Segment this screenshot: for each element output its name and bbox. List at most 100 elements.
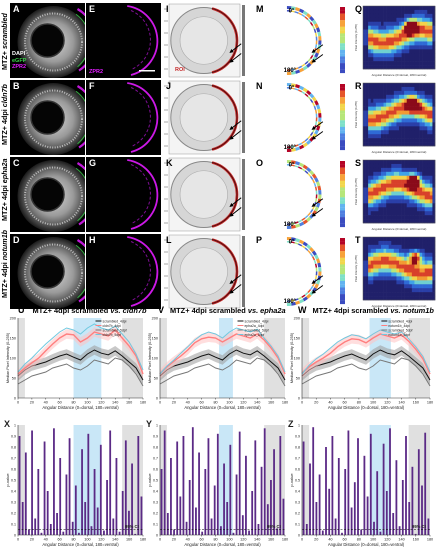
x-tick-label: 160 (126, 401, 132, 405)
p-value-bar (344, 469, 347, 535)
legend-label: scrambled_4dpi (103, 319, 127, 323)
p-value-bar (334, 518, 337, 535)
panel-letter-t: T (355, 235, 361, 245)
y-tick-label: 0.6 (11, 467, 16, 471)
p-value-bar (78, 532, 80, 535)
series-ci-band (160, 345, 285, 385)
legend-dapi: DAPI (12, 51, 26, 57)
legend-label: cldn7b_5dpf (103, 333, 122, 337)
x-tick-label: 80 (357, 401, 361, 405)
p-value-bar (251, 491, 254, 535)
y-tick-label: 1 (14, 423, 16, 427)
p-value-bar (341, 532, 343, 535)
series-ci-band (18, 325, 143, 379)
p-value-bar (163, 430, 166, 535)
x-axis-label: Angular Distance (0=dorsal, 180=ventral) (328, 542, 405, 547)
x-tick-label: 160 (126, 538, 132, 542)
x-axis-label: Angular Distance (0=dorsal, 180=ventral) (42, 542, 119, 547)
y-tick-label: 0.4 (153, 489, 158, 493)
zpr2-channel-image: ZPR2 E (86, 3, 161, 78)
x-tick-label: 20 (30, 401, 34, 405)
series-line-notum1b_4dpi (301, 333, 431, 375)
x-tick-label: 100 (84, 538, 90, 542)
legend-label: epha2a_5dpf (245, 333, 265, 337)
p-value-bar (369, 433, 372, 535)
p-value-bar (188, 480, 191, 535)
p-value-bar (315, 502, 318, 535)
p-value-bar (31, 430, 33, 535)
y-tick-label: 200 (152, 316, 158, 320)
panel-letter-y: Y (146, 419, 152, 429)
p-value-bar (59, 458, 62, 535)
panel-letter-h: H (89, 235, 96, 245)
x-tick-label: 80 (213, 538, 217, 542)
p-value-bar (87, 433, 90, 535)
x-tick-label: 0 (159, 538, 161, 542)
p-value-bar (140, 496, 143, 535)
angle-zero-label: 0° (289, 8, 295, 14)
y-tick-label: 1 (156, 423, 158, 427)
x-tick-label: 140 (398, 401, 404, 405)
p-value-bar (421, 485, 423, 535)
x-tick-label: 60 (343, 538, 347, 542)
p-value-bar (173, 529, 175, 535)
p-value-bar (96, 507, 99, 535)
p-value-bar (408, 502, 411, 535)
p-value-bar (302, 441, 305, 535)
y-tick-label: 150 (10, 336, 16, 340)
panel-letter-n: N (256, 81, 263, 91)
p-value-bar (347, 430, 350, 535)
p-value-bar (357, 438, 359, 535)
p-value-bar (398, 526, 401, 535)
x-tick-label: 100 (370, 401, 376, 405)
y-tick-label: 0.9 (295, 434, 300, 438)
p-value-bar (90, 526, 93, 535)
grey-band (18, 425, 25, 535)
p-value-bar (195, 507, 197, 535)
p-value-bar (204, 469, 207, 535)
y-tick-label: 0.3 (295, 500, 300, 504)
zpr2-channel-image: F (86, 80, 161, 155)
series-ci-band (302, 345, 430, 385)
stain-legend: DAPI eGFP ZPR2 (12, 51, 26, 71)
p-value-bar (309, 463, 311, 535)
p-value-bar (353, 482, 356, 535)
panel-letter-a: A (13, 4, 20, 14)
angle-180-label: 180° (284, 222, 297, 228)
angular-intensity-map: 0° 180° P (253, 234, 350, 309)
angle-180-label: 180° (284, 299, 297, 305)
p-value-bar (379, 531, 382, 535)
p-value-bar (46, 491, 49, 535)
p-value-bar (392, 513, 395, 535)
series-line-cldn7b_5dpf (17, 323, 144, 373)
p-value-bar (166, 513, 169, 535)
x-tick-label: 120 (98, 538, 104, 542)
p-value-bar (273, 449, 275, 535)
series-line-epha2a_5dpf (159, 327, 286, 375)
panel-letter-z: Z (288, 419, 294, 429)
heatmap-ylabel: Pixel Intensity (0-255) (354, 24, 358, 51)
p-value-bar (112, 518, 115, 535)
y-tick-label: 0.7 (295, 456, 300, 460)
retina-dapi-egfp-image: B (10, 80, 85, 155)
p-value-bar (417, 449, 420, 535)
angle-zero-label: 0° (289, 239, 295, 245)
plot-title-prefix: MTZ+ 4dpi scrambled (312, 306, 391, 315)
p-value-bar (328, 488, 331, 535)
x-tick-label: 80 (71, 401, 75, 405)
p-value-bar (276, 528, 279, 535)
p-value-bar (350, 507, 353, 535)
y-tick-label: 0.7 (153, 456, 158, 460)
p-value-bar (331, 436, 334, 535)
y-axis-label: Median Pixel Intensity (0-255) (6, 332, 10, 383)
p-value-bar (360, 529, 363, 535)
p-value-bar (131, 463, 133, 535)
x-tick-label: 100 (226, 538, 232, 542)
panel-letter-g: G (89, 158, 97, 168)
series-line-notum1b_5dpf (301, 329, 431, 375)
y-tick-label: 200 (10, 316, 16, 320)
angular-intensity-map: 0° 180° M (253, 3, 350, 78)
angular-intensity-map: 0° 180° N (253, 80, 350, 155)
retina-dapi-egfp-image: DAPI eGFP ZPR2 A (10, 3, 85, 78)
p-value-bar (65, 474, 68, 535)
